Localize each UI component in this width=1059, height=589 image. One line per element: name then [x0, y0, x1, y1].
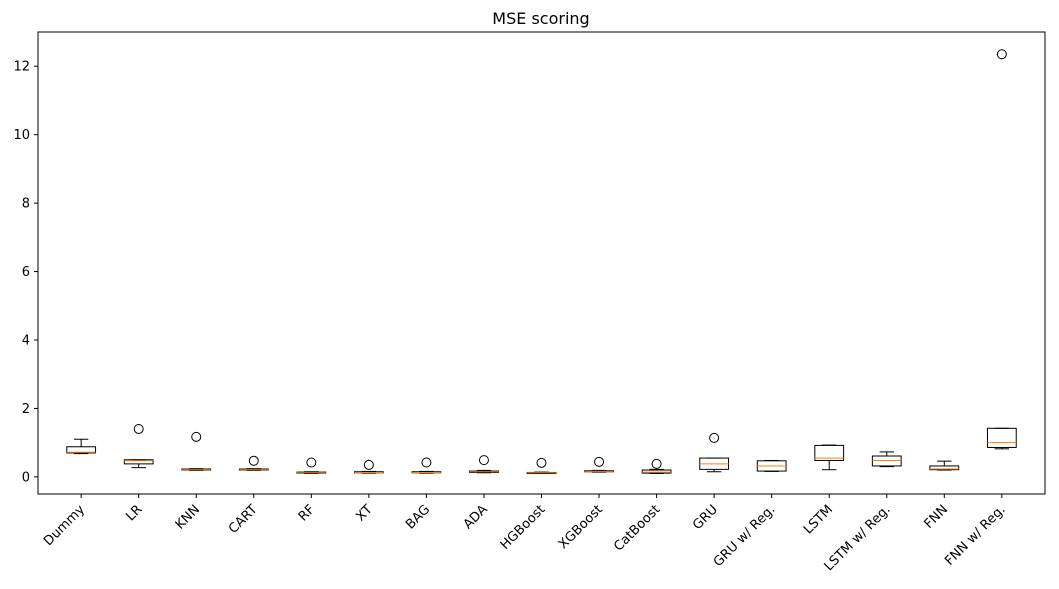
x-tick-label: FNN — [921, 502, 951, 532]
y-tick-label: 10 — [13, 128, 30, 143]
x-tick-label: ADA — [461, 502, 491, 532]
x-tick-label: KNN — [173, 502, 203, 532]
plot-area — [66, 49, 1017, 474]
box-13 — [814, 444, 845, 471]
box-9 — [584, 456, 614, 473]
box-11 — [699, 432, 730, 473]
box-7 — [469, 455, 499, 474]
x-axis: Dummy LR KNN CART RF XT BAG ADA HGBoost XGBoost Ca… — [41, 494, 1009, 574]
box-body — [66, 446, 97, 454]
box-4 — [296, 457, 327, 474]
x-tick-label: FNN w/ Reg. — [942, 502, 1009, 569]
box-1 — [123, 423, 154, 469]
outlier-point — [709, 432, 720, 443]
outlier-point — [306, 457, 317, 468]
box-6 — [411, 457, 442, 474]
x-tick-label: GRU w/ Reg. — [711, 502, 779, 570]
chart-title: MSE scoring — [492, 9, 589, 28]
outlier-point — [421, 457, 432, 468]
outlier-point — [248, 455, 259, 466]
x-tick-label: CatBoost — [611, 502, 663, 554]
box-5 — [353, 459, 384, 474]
x-tick-label: LR — [123, 502, 145, 524]
outlier-point — [363, 459, 374, 470]
x-tick-label: CART — [226, 502, 261, 537]
y-tick-label: 2 — [22, 402, 30, 417]
y-tick-label: 0 — [22, 470, 30, 485]
box-16 — [986, 49, 1017, 450]
outlier-point — [478, 455, 489, 466]
box-body — [929, 465, 960, 471]
box-15 — [929, 460, 960, 471]
y-axis: 0 2 4 6 8 10 12 — [13, 60, 38, 485]
box-0 — [66, 438, 97, 455]
x-tick-label: BAG — [403, 502, 433, 532]
box-body — [814, 444, 845, 461]
x-tick-label: GRU — [690, 502, 721, 533]
outlier-point — [996, 49, 1007, 60]
x-tick-label: Dummy — [41, 502, 88, 549]
box-body — [871, 455, 902, 467]
x-tick-label: XGBoost — [556, 502, 606, 552]
box-body — [641, 469, 672, 474]
x-tick-label: RF — [296, 502, 318, 524]
box-2 — [181, 431, 212, 471]
box-body — [986, 427, 1017, 448]
y-tick-label: 4 — [22, 334, 30, 349]
outlier-point — [651, 458, 662, 469]
box-3 — [238, 455, 269, 471]
x-tick-label: LSTM — [801, 502, 836, 537]
box-12 — [756, 459, 787, 472]
outlier-point — [133, 423, 144, 434]
box-10 — [641, 458, 672, 474]
y-tick-label: 6 — [22, 265, 30, 280]
box-14 — [871, 451, 902, 468]
x-tick-label: HGBoost — [498, 502, 549, 553]
outlier-point — [536, 457, 547, 468]
outlier-point — [594, 456, 605, 467]
box-8 — [526, 457, 557, 474]
y-tick-label: 12 — [13, 60, 30, 75]
x-tick-label: XT — [353, 502, 375, 524]
outlier-point — [191, 431, 202, 442]
plot-frame — [37, 31, 1046, 495]
y-tick-label: 8 — [22, 197, 30, 212]
box-body — [123, 459, 154, 465]
